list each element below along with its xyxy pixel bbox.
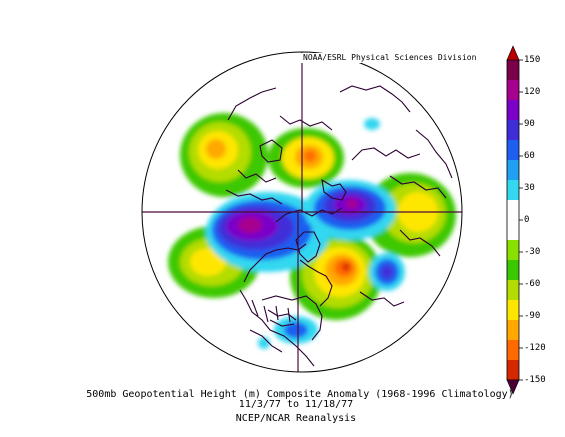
caption-line-1: 500mb Geopotential Height (m) Composite … (86, 389, 514, 400)
anomaly-field (142, 52, 462, 372)
caption-line-2: 11/3/77 to 11/18/77 (238, 399, 354, 410)
colorbar-segment (507, 320, 519, 341)
colorbar-tick-label: -150 (524, 375, 546, 385)
colorbar-segment (507, 200, 519, 221)
colorbar-segment (507, 300, 519, 321)
colorbar-segment (507, 180, 519, 201)
globe-outline (141, 51, 463, 373)
graticule (142, 52, 462, 372)
colorbar-segment (507, 160, 519, 181)
colorbar-segment (507, 60, 519, 81)
colorbar-segment (507, 360, 519, 381)
colorbar-max-arrow (506, 45, 520, 61)
caption-line-3: NCEP/NCAR Reanalysis (235, 413, 357, 424)
colorbar-tick-label: 30 (524, 183, 535, 193)
colorbar-tick-label: -60 (524, 279, 541, 289)
colorbar-tick-label: 0 (524, 215, 530, 225)
colorbar-tick-label: -90 (524, 311, 541, 321)
colorbar-segment (507, 260, 519, 281)
colorbar-tick-label: -120 (524, 343, 546, 353)
colorbar-tick-label: 150 (524, 55, 541, 65)
colorbar-segment (507, 340, 519, 361)
colorbar-tick-label: 120 (524, 87, 541, 97)
coastlines (225, 85, 453, 367)
colorbar-segment (507, 100, 519, 121)
colorbar-tick-label: 90 (524, 119, 535, 129)
colorbar-min-arrow (506, 379, 520, 395)
colorbar (506, 45, 523, 395)
colorbar-segment (507, 280, 519, 301)
colorbar-tick-label: 60 (524, 151, 535, 161)
credit-label: NOAA/ESRL Physical Sciences Division (300, 53, 480, 63)
colorbar-segment (507, 140, 519, 161)
colorbar-segment (507, 120, 519, 141)
colorbar-segment (507, 240, 519, 261)
colorbar-segment (507, 220, 519, 241)
colorbar-tick-label: -30 (524, 247, 541, 257)
colorbar-segment (507, 80, 519, 101)
